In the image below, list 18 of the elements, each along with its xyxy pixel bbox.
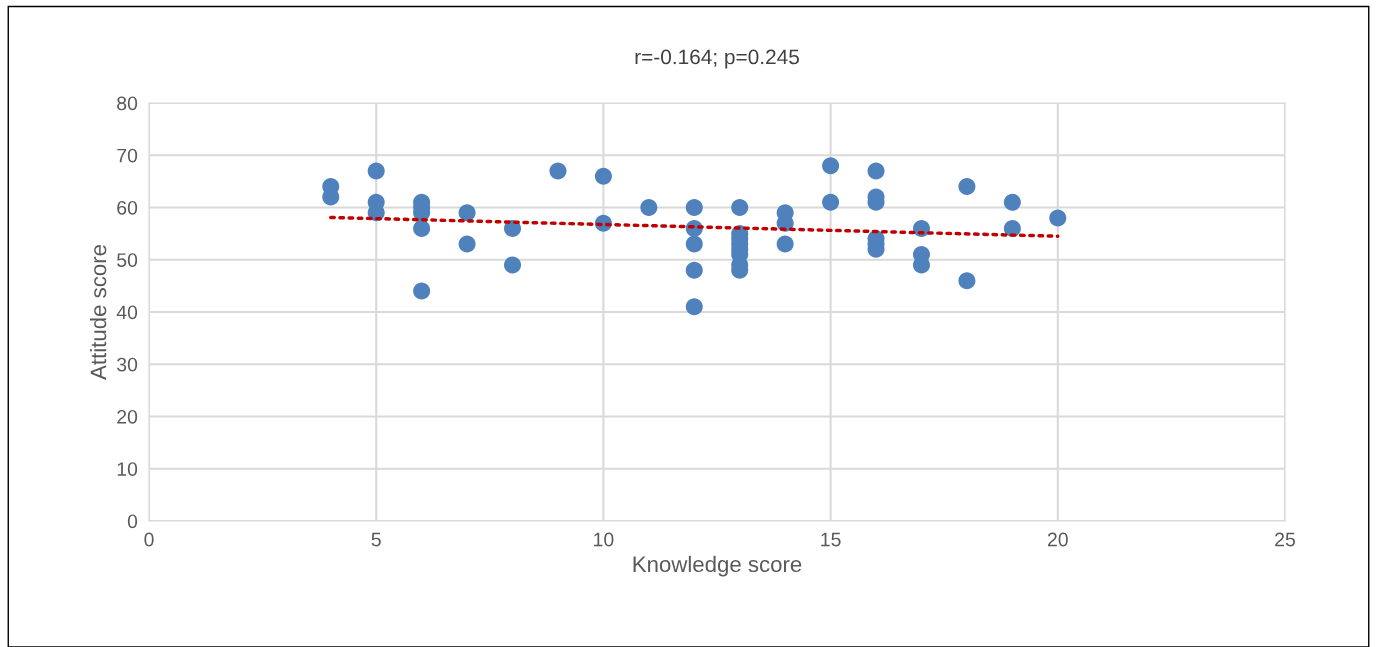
- y-tick-label: 0: [127, 514, 138, 529]
- y-tick-label: 70: [117, 148, 138, 163]
- y-tick-label: 60: [117, 200, 138, 215]
- y-tick-label: 80: [117, 96, 138, 111]
- x-tick-label: 10: [594, 532, 614, 547]
- y-axis-title: Attitude score: [89, 245, 107, 380]
- chart-title: r=-0.164; p=0.245: [635, 49, 799, 69]
- y-tick-label: 40: [116, 305, 138, 320]
- x-axis-title: Knowledge score: [633, 555, 802, 577]
- y-tick-label: 20: [117, 409, 138, 424]
- x-tick-label: 5: [371, 532, 381, 547]
- y-tick-label: 10: [117, 462, 138, 476]
- y-tick-label: 50: [117, 253, 138, 267]
- x-tick-label: 25: [1275, 532, 1295, 547]
- x-tick-label: 20: [1047, 532, 1068, 547]
- x-tick-label: 0: [144, 532, 154, 547]
- y-tick-label: 30: [117, 357, 138, 372]
- x-tick-label: 15: [821, 532, 841, 547]
